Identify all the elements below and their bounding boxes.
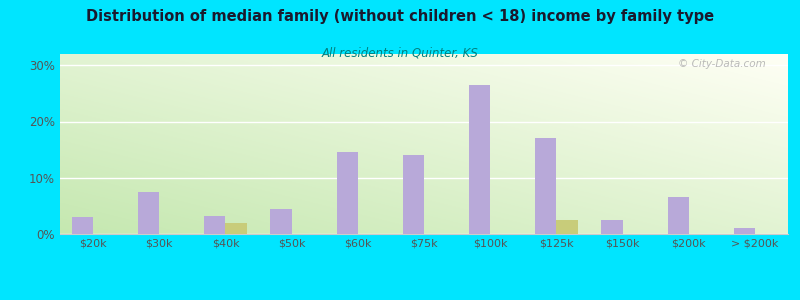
Bar (535, 138, 556, 234)
Bar (72, 217, 93, 234)
Bar (226, 223, 246, 234)
Bar (138, 192, 159, 234)
Bar (602, 220, 622, 234)
Bar (667, 197, 689, 234)
Bar (734, 228, 755, 234)
Text: Distribution of median family (without children < 18) income by family type: Distribution of median family (without c… (86, 9, 714, 24)
Bar (556, 220, 578, 234)
Bar (270, 209, 292, 234)
Text: © City-Data.com: © City-Data.com (678, 59, 766, 69)
Bar (337, 152, 358, 234)
Bar (469, 85, 490, 234)
Text: All residents in Quinter, KS: All residents in Quinter, KS (322, 46, 478, 59)
Bar (204, 216, 226, 234)
Bar (403, 155, 424, 234)
